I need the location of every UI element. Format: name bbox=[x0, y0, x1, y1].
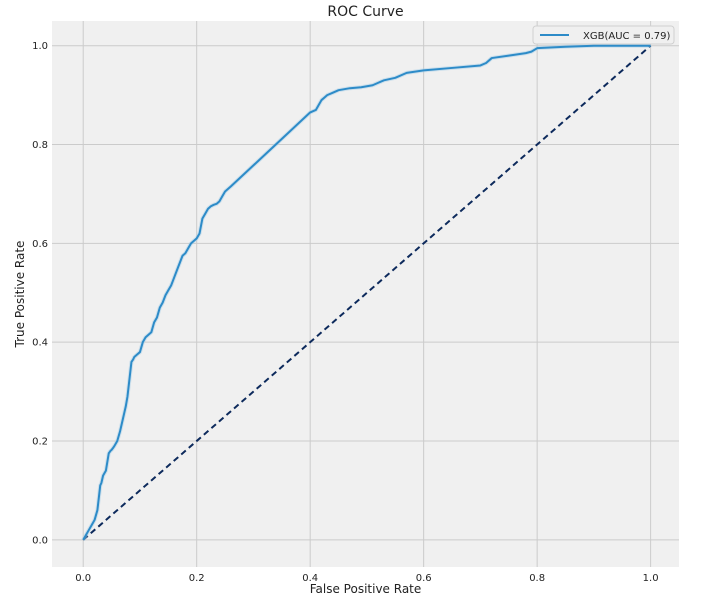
series-layer bbox=[81, 43, 652, 541]
y-tick-label: 0.6 bbox=[32, 239, 48, 250]
x-tick-label: 1.0 bbox=[643, 573, 659, 584]
chance-diagonal-line bbox=[82, 44, 652, 541]
roc-curve-line bbox=[82, 44, 651, 541]
x-axis-title: False Positive Rate bbox=[310, 582, 422, 596]
y-tick-label: 0.2 bbox=[32, 437, 48, 448]
y-tick-label: 0.4 bbox=[32, 338, 48, 349]
y-tick-label: 1.0 bbox=[32, 41, 48, 52]
x-tick-label: 0.2 bbox=[189, 573, 205, 584]
legend: XGB(AUC = 0.79) bbox=[532, 25, 675, 45]
chart-title: ROC Curve bbox=[327, 4, 403, 20]
y-tick-label: 0.8 bbox=[32, 140, 48, 151]
x-tick-label: 0.6 bbox=[416, 573, 432, 584]
legend-box bbox=[532, 25, 675, 45]
x-tick-label: 0.0 bbox=[75, 573, 91, 584]
legend-label-xgb: XGB(AUC = 0.79) bbox=[583, 31, 671, 42]
x-tick-label: 0.8 bbox=[529, 573, 545, 584]
y-tick-label: 0.0 bbox=[32, 535, 48, 546]
x-tick-label: 0.4 bbox=[302, 573, 318, 584]
tick-labels: 0.0 0.2 0.4 0.6 0.8 1.0 0.0 0.2 0.4 0.6 0.8 1.0 bbox=[32, 41, 658, 584]
y-axis-title: True Positive Rate bbox=[13, 241, 27, 349]
